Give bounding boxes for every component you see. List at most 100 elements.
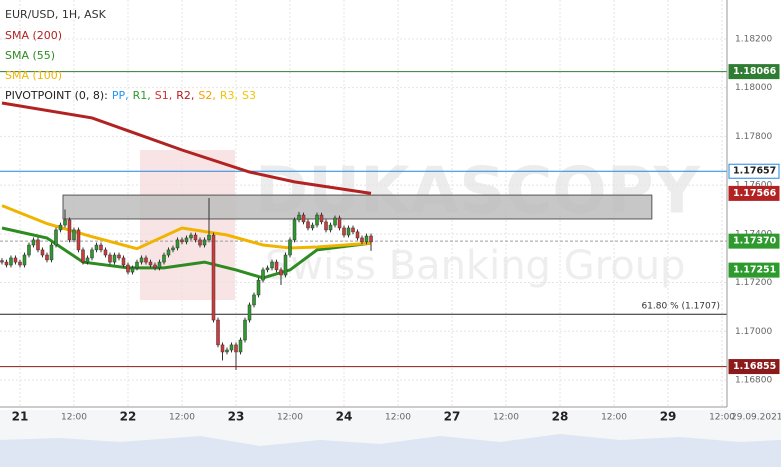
candle-body: [85, 257, 90, 263]
candle-body: [324, 221, 328, 231]
pivot-level: R3,: [220, 89, 238, 102]
x-tick-label: 29: [660, 410, 677, 424]
y-tick-label: 1.17000: [735, 327, 772, 337]
candle-body: [117, 254, 121, 259]
candle-body: [0, 260, 4, 263]
price-label-box: [728, 262, 780, 278]
candle-body: [58, 224, 63, 231]
candle-body: [76, 229, 81, 251]
candle-body: [18, 261, 22, 266]
x-tick-label: 12:00: [277, 413, 303, 423]
candle-body: [364, 235, 369, 243]
pivot-level: R2,: [176, 89, 194, 102]
x-tick-label: 12:00: [493, 413, 519, 423]
x-tick-label: 22: [120, 410, 137, 424]
price-label-box: [728, 64, 780, 80]
candle-body: [310, 224, 315, 229]
candle-body: [288, 239, 292, 256]
x-tick-label: 12:00: [709, 413, 735, 423]
candle-body: [36, 239, 40, 251]
pivot-legend: PIVOTPOINT (0, 8): PP, R1, S1, R2, S2, R3, S3: [5, 89, 256, 102]
navigator-area: [0, 434, 781, 467]
candle-body: [274, 261, 279, 271]
candle-body: [67, 219, 72, 241]
candle-body: [103, 249, 108, 256]
pivot-level: S2,: [198, 89, 215, 102]
pivot-level: R1,: [133, 89, 151, 102]
candle-body: [198, 239, 202, 246]
candle-body: [360, 237, 364, 243]
price-label: 1.16855: [733, 361, 776, 372]
zone: [62, 194, 653, 220]
candle-body: [135, 261, 139, 269]
x-tick-label: 24: [336, 410, 353, 424]
x-tick-label: 23: [228, 410, 245, 424]
x-tick-label: 12:00: [169, 413, 195, 423]
price-label-box: [728, 163, 780, 179]
candle-body: [126, 264, 130, 273]
candle-body: [292, 219, 297, 241]
candle-body: [4, 261, 9, 266]
candle-body: [256, 279, 261, 296]
candle-body: [193, 234, 198, 241]
grid: [0, 0, 727, 407]
candle-body: [40, 249, 45, 256]
candle-body: [229, 344, 234, 351]
candle-body: [49, 244, 54, 261]
candle-body: [139, 257, 144, 263]
candle-body: [297, 214, 301, 221]
candle-body: [63, 219, 67, 226]
legend-entry: SMA (200): [5, 29, 62, 42]
candle-body: [252, 294, 256, 306]
candle-body: [72, 229, 76, 241]
candle-body: [301, 214, 306, 223]
candle-body: [184, 237, 189, 243]
candle-body: [121, 257, 126, 266]
date-label: 29.09.2021: [731, 413, 781, 423]
candle-body: [54, 229, 58, 246]
price-label: 1.17251: [733, 265, 776, 276]
candle-body: [279, 269, 283, 276]
y-tick-label: 1.16800: [735, 375, 772, 385]
x-tick-label: 21: [12, 410, 29, 424]
x-tick-label: 12:00: [601, 413, 627, 423]
x-tick-label: 12:00: [385, 413, 411, 423]
fib-label: 61.80 % (1.1707): [641, 302, 720, 312]
price-label: 1.17566: [733, 188, 777, 199]
watermark-logo: [140, 150, 235, 300]
candle-body: [238, 339, 243, 353]
pivot-level: S1,: [155, 89, 172, 102]
x-tick-label: 28: [552, 410, 569, 424]
price-label: 1.17370: [733, 236, 777, 247]
price-label: 1.17657: [733, 166, 776, 177]
candle-body: [225, 349, 229, 353]
candle-body: [94, 244, 99, 251]
candle-body: [202, 239, 207, 246]
candle-body: [319, 214, 324, 223]
candle-body: [175, 239, 180, 249]
candle-body: [355, 231, 360, 239]
indicator-line: [1, 226, 372, 280]
chart-title: EUR/USD, 1H, ASK: [5, 8, 107, 21]
price-label: 1.18066: [733, 66, 777, 77]
indicator-line: [1, 101, 372, 195]
candle-body: [351, 227, 355, 233]
candle-body: [9, 257, 13, 266]
candle-body: [216, 319, 220, 346]
candle-body: [346, 227, 351, 236]
pivot-label: PIVOTPOINT (0, 8):: [5, 89, 108, 102]
candle-body: [22, 254, 27, 266]
candle-body: [234, 344, 238, 353]
candle-body: [112, 254, 117, 263]
price-label-box: [728, 233, 780, 249]
candle-body: [328, 224, 333, 231]
candle-body: [189, 234, 193, 239]
candle-body: [108, 254, 112, 263]
candle-body: [207, 234, 211, 241]
axis-labels: 1.182001.180001.178001.176001.174001.172…: [12, 34, 780, 424]
candle-body: [157, 261, 162, 269]
candle-body: [31, 239, 36, 246]
x-tick-label: 12:00: [61, 413, 87, 423]
